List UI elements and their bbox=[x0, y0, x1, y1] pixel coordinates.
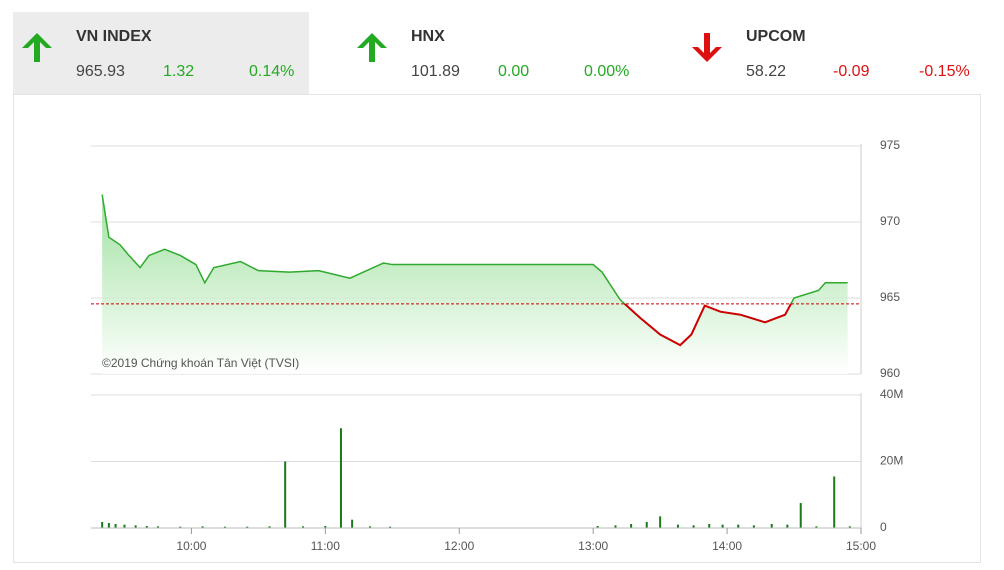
volume-bar bbox=[324, 526, 327, 528]
index-percent: 0.14% bbox=[249, 63, 294, 80]
volume-bar bbox=[302, 526, 305, 528]
area bbox=[102, 194, 848, 374]
y-tick-label: 0 bbox=[880, 520, 887, 534]
plot: 960 965 970 975 ©2019 Chứng khoán Tân Việt (… bbox=[91, 138, 903, 553]
x-tick-label: 15:00 bbox=[846, 539, 876, 553]
volume-bar bbox=[737, 524, 740, 528]
index-value: 101.89 bbox=[411, 63, 460, 80]
volume-bar bbox=[156, 526, 159, 528]
volume-bar bbox=[848, 526, 851, 528]
x-tick-label: 13:00 bbox=[578, 539, 608, 553]
volume-bar bbox=[107, 523, 110, 528]
volume-bar bbox=[799, 503, 802, 528]
direction-arrow bbox=[692, 33, 722, 62]
volume-bar bbox=[708, 524, 711, 528]
volume-bar bbox=[815, 526, 818, 528]
volume-bar bbox=[201, 526, 204, 528]
volume-bar bbox=[268, 526, 271, 528]
volume-bar bbox=[246, 526, 249, 528]
volume-bar bbox=[339, 428, 342, 528]
header: VN INDEX 965.93 1.32 0.14% HNX 101.89 0.00 0.00… bbox=[22, 28, 970, 80]
y-tick-label: 970 bbox=[880, 214, 900, 228]
index-name: HNX bbox=[411, 28, 445, 45]
volume-bar bbox=[368, 526, 371, 528]
x-tick-label: 12:00 bbox=[444, 539, 474, 553]
index-name: UPCOM bbox=[746, 28, 806, 45]
volume-bar bbox=[645, 522, 648, 528]
y-tick-label: 40M bbox=[880, 387, 903, 401]
index-percent: -0.15% bbox=[919, 63, 970, 80]
volume-bar bbox=[145, 526, 148, 528]
volume-bar bbox=[614, 525, 617, 528]
volume-bar bbox=[351, 519, 354, 528]
volume-bar bbox=[659, 516, 662, 528]
volume-bar bbox=[223, 526, 226, 528]
volume-bar bbox=[833, 476, 836, 528]
volume-bar bbox=[721, 524, 724, 528]
volume-bar bbox=[692, 525, 695, 528]
volume-bar bbox=[101, 522, 104, 528]
x-tick-label: 14:00 bbox=[712, 539, 742, 553]
active-panel bbox=[13, 12, 309, 94]
volume-bar bbox=[786, 524, 789, 528]
chart-frame bbox=[13, 94, 981, 563]
price-line-below bbox=[623, 303, 793, 347]
index-name: VN INDEX bbox=[76, 28, 152, 45]
index-change: 1.32 bbox=[163, 63, 194, 80]
volume-bar bbox=[284, 461, 287, 528]
index-change: -0.09 bbox=[833, 63, 870, 80]
x-tick-label: 11:00 bbox=[311, 539, 340, 553]
y-tick-label: 965 bbox=[880, 290, 900, 304]
volume-bar bbox=[114, 524, 117, 528]
y-tick-label: 960 bbox=[880, 366, 900, 380]
volume-bar bbox=[596, 526, 599, 528]
direction-arrow bbox=[22, 33, 52, 62]
volume-bar bbox=[389, 526, 392, 528]
index-value: 58.22 bbox=[746, 63, 786, 80]
direction-arrow bbox=[357, 33, 387, 62]
y-tick-label: 975 bbox=[880, 138, 900, 152]
index-change: 0.00 bbox=[498, 63, 529, 80]
index-value: 965.93 bbox=[76, 63, 125, 80]
volume-bar bbox=[134, 525, 137, 528]
volume-bar bbox=[770, 524, 773, 528]
index-percent: 0.00% bbox=[584, 63, 629, 80]
volume-bar bbox=[630, 524, 633, 528]
volume-bar bbox=[123, 524, 126, 528]
x-tick-label: 10:00 bbox=[176, 539, 206, 553]
volume-bar bbox=[752, 525, 755, 528]
y-tick-label: 20M bbox=[880, 454, 903, 468]
watermark: ©2019 Chứng khoán Tân Việt (TVSI) bbox=[102, 356, 299, 370]
volume-bar bbox=[179, 526, 182, 528]
volume-bar bbox=[676, 524, 679, 528]
